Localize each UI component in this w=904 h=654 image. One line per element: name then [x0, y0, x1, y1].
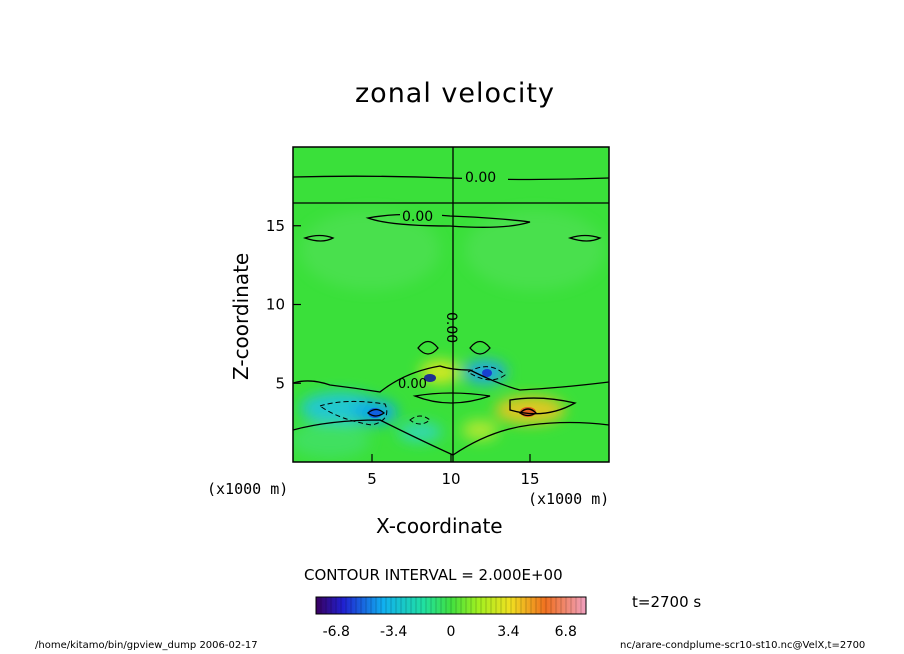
y-axis-label: Z-coordinate [229, 252, 253, 380]
heatmap-field [293, 147, 609, 462]
dashed-contours [318, 366, 506, 426]
y-tick-label: 15 [266, 217, 285, 235]
chart-title: zonal velocity [355, 78, 555, 109]
contour-lines [293, 147, 609, 462]
colorbar: -6.8 -3.4 0 3.4 6.8 [315, 596, 587, 640]
y-tick-label: 10 [266, 296, 285, 314]
x-axis-label: X-coordinate [376, 514, 503, 538]
x-tick-label: 5 [367, 470, 377, 488]
x-unit-label-right: (x1000 m) [528, 490, 610, 508]
x-unit-label-left: (x1000 m) [207, 480, 289, 498]
colorbar-tick-label: 6.8 [555, 624, 577, 640]
colorbar-tick-label: -6.8 [323, 624, 350, 640]
contour-label: 0.00 [465, 170, 496, 186]
contour-interval-text: CONTOUR INTERVAL = 2.000E+00 [304, 566, 563, 584]
y-ticks: 5 10 15 [266, 217, 301, 392]
footer-left: /home/kitamo/bin/gpview_dump 2006-02-17 [35, 640, 258, 651]
colorbar-tick-label: -3.4 [380, 624, 407, 640]
colorbar-tick-label: 3.4 [497, 624, 519, 640]
contour-label: 0.00 [398, 377, 427, 392]
x-ticks: 5 10 15 [367, 454, 540, 488]
colorbar-tick-label: 0 [447, 624, 456, 640]
x-tick-label: 15 [520, 470, 539, 488]
contour-labels: 0.00 0.00 0.00 0.00 [398, 170, 508, 392]
contour-label: 0.00 [443, 312, 459, 343]
time-label: t=2700 s [632, 593, 702, 611]
x-tick-label: 10 [441, 470, 460, 488]
contour-label: 0.00 [402, 209, 433, 225]
footer-right: nc/arare-condplume-scr10-st10.nc@VelX,t=… [620, 640, 866, 651]
y-tick-label: 5 [275, 374, 285, 392]
